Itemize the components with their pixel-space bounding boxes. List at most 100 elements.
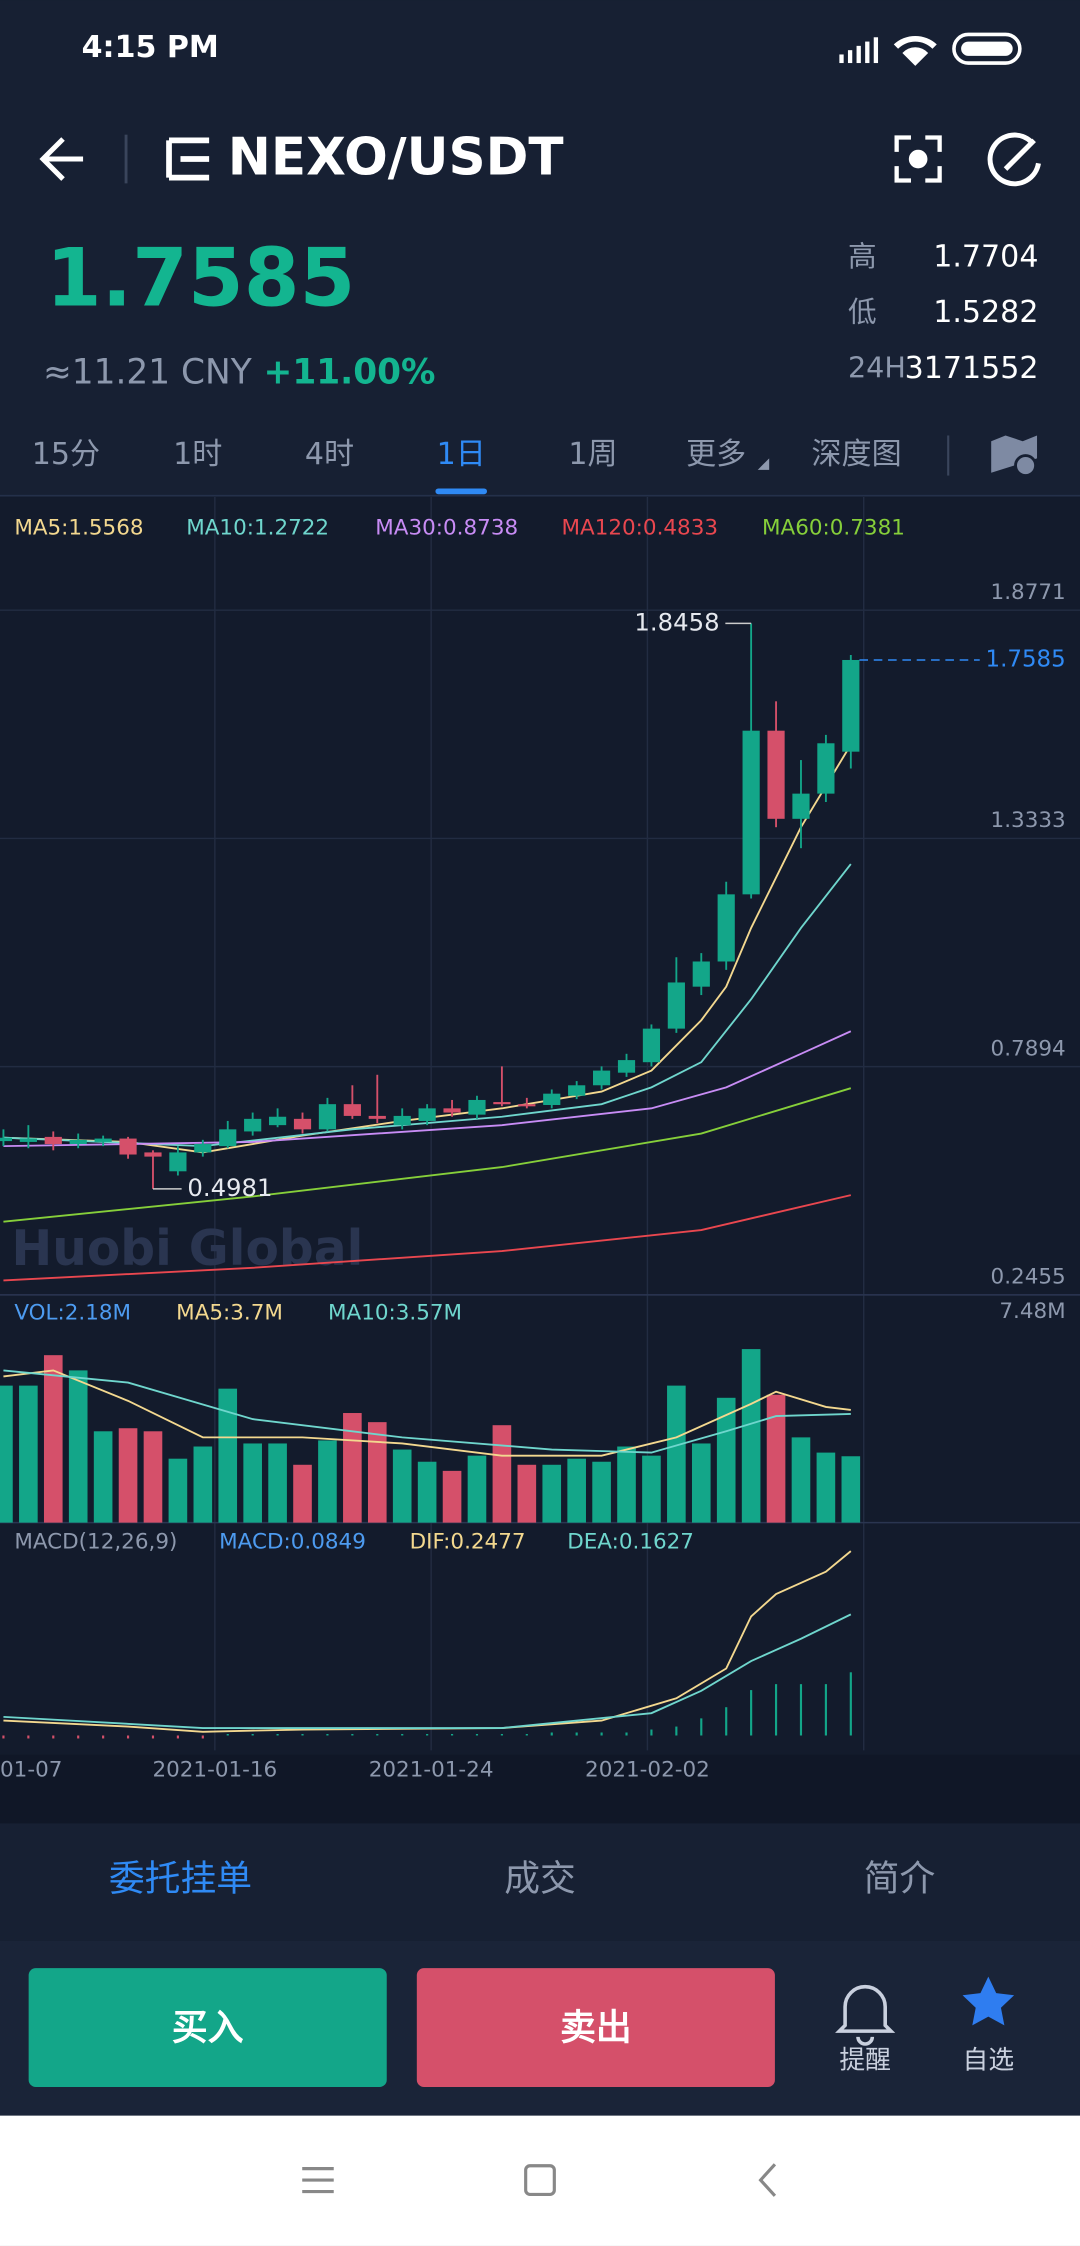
low-marker-label: 0.4981 bbox=[187, 1173, 272, 1202]
volume-bar bbox=[293, 1464, 312, 1523]
candle-body bbox=[617, 1060, 636, 1073]
high-marker-label: 1.8458 bbox=[634, 607, 719, 636]
interval-tab[interactable]: 1时 bbox=[173, 437, 222, 472]
volume-bar bbox=[517, 1464, 537, 1523]
favorite-icon[interactable] bbox=[962, 1976, 1015, 2026]
status-icons bbox=[839, 32, 1022, 66]
candle-body bbox=[94, 1138, 112, 1142]
volume-bar bbox=[0, 1385, 13, 1523]
legend-entry: MA10:1.2722 bbox=[186, 516, 329, 541]
candle-body bbox=[493, 1102, 511, 1105]
volume-bar bbox=[592, 1461, 611, 1523]
vol-value: 3171552 bbox=[905, 351, 1039, 386]
last-price-label: 1.7585 bbox=[986, 646, 1066, 672]
volume-bar bbox=[417, 1461, 437, 1523]
buy-button[interactable] bbox=[28, 1968, 387, 2087]
volume-ma-line bbox=[3, 1369, 851, 1457]
sell-button[interactable] bbox=[416, 1968, 775, 2087]
y-tick-label: 1.3333 bbox=[991, 808, 1066, 833]
candle-body bbox=[543, 1093, 561, 1106]
high-label: 高 bbox=[848, 239, 877, 273]
y-tick-label: 7.48M bbox=[999, 1299, 1065, 1324]
chart-bg bbox=[0, 497, 1080, 1755]
volume-bar bbox=[442, 1470, 462, 1523]
low-label: 低 bbox=[848, 295, 877, 329]
candle-body bbox=[767, 730, 785, 819]
candle-body bbox=[642, 1028, 661, 1063]
volume-bar bbox=[392, 1449, 412, 1523]
candle-body bbox=[742, 730, 760, 895]
legend-entry: MA5:3.7M bbox=[176, 1301, 283, 1326]
candle-body bbox=[293, 1118, 312, 1130]
candle-body bbox=[443, 1108, 461, 1113]
volume-bar bbox=[567, 1458, 586, 1523]
interval-tab[interactable]: 1日 bbox=[437, 437, 486, 472]
legend-entry: DEA:0.1627 bbox=[567, 1530, 694, 1555]
candle-body bbox=[667, 982, 685, 1029]
candle-body bbox=[169, 1152, 187, 1172]
ma-line bbox=[3, 1087, 852, 1223]
header-bg bbox=[0, 0, 1080, 498]
volume-bar bbox=[642, 1455, 661, 1523]
nav-bar bbox=[0, 2115, 1080, 2246]
menu-icon[interactable] bbox=[166, 137, 210, 181]
candle-body bbox=[842, 659, 860, 752]
tab-bar-bg bbox=[0, 1823, 1080, 1941]
share-icon[interactable] bbox=[987, 132, 1041, 187]
interval-tab[interactable]: 更多 bbox=[686, 437, 746, 472]
volume-bar bbox=[617, 1446, 636, 1523]
volume-bar bbox=[19, 1385, 38, 1523]
active-indicator bbox=[435, 488, 488, 495]
candle-body bbox=[144, 1152, 162, 1157]
candle-body bbox=[119, 1138, 137, 1155]
candle-body bbox=[0, 1137, 13, 1142]
candle-body bbox=[194, 1144, 212, 1153]
settings-icon[interactable] bbox=[991, 435, 1038, 478]
interval-tab[interactable]: 15分 bbox=[32, 437, 100, 472]
volume-bar bbox=[367, 1422, 387, 1523]
candle-body bbox=[393, 1115, 411, 1126]
kline-chart: 0.2455 0.7894 1.3333 1.8771 Huobi Global MA5:… bbox=[0, 497, 1080, 1782]
ma-line bbox=[3, 863, 852, 1148]
chart-footer bbox=[0, 1754, 1080, 1824]
nav-buttons[interactable] bbox=[302, 2163, 777, 2197]
legend-entry: MA60:0.7381 bbox=[762, 516, 905, 541]
candle-body bbox=[692, 961, 710, 987]
candle-body bbox=[19, 1138, 37, 1142]
back-button[interactable] bbox=[39, 137, 84, 181]
bottom-tabs: 委托挂单 成交 简介 bbox=[109, 1859, 935, 1900]
section-tab[interactable]: 委托挂单 bbox=[109, 1859, 252, 1900]
macd-title: MACD(12,26,9) bbox=[14, 1530, 177, 1555]
interval-tab[interactable]: 深度图 bbox=[811, 437, 901, 472]
candle-body bbox=[44, 1136, 62, 1145]
candle-body bbox=[244, 1118, 262, 1132]
candle-body bbox=[368, 1115, 386, 1119]
candle-body bbox=[268, 1116, 287, 1126]
volume-bar bbox=[667, 1385, 686, 1523]
legend-entry: MA5:1.5568 bbox=[14, 516, 143, 541]
volume-bar bbox=[542, 1464, 562, 1523]
screenshot-icon[interactable] bbox=[894, 135, 942, 183]
candle-body bbox=[518, 1104, 536, 1107]
volume-bar bbox=[492, 1425, 512, 1523]
volume-bar bbox=[43, 1355, 63, 1523]
vol-label: 24H bbox=[848, 351, 906, 385]
alert-icon[interactable] bbox=[835, 1985, 896, 2046]
interval-tab[interactable]: 1周 bbox=[568, 437, 617, 472]
y-tick-label: 1.8771 bbox=[991, 580, 1066, 605]
candle-body bbox=[717, 894, 735, 962]
alert-label: 提醒 bbox=[839, 2046, 891, 2076]
candle-body bbox=[318, 1104, 337, 1130]
candle-body bbox=[817, 743, 835, 794]
cny-price: ≈11.21 CNY bbox=[43, 352, 253, 392]
section-tab[interactable]: 简介 bbox=[864, 1859, 936, 1900]
x-tick-label: 2021-01-16 bbox=[152, 1757, 277, 1782]
y-tick-label: 0.7894 bbox=[991, 1036, 1066, 1061]
y-tick-label: 0.2455 bbox=[991, 1265, 1066, 1290]
legend-entry: MA10:3.57M bbox=[328, 1301, 462, 1326]
interval-tab[interactable]: 4时 bbox=[305, 437, 354, 472]
volume-bar bbox=[268, 1443, 287, 1523]
volume-bar bbox=[168, 1458, 188, 1523]
section-tab[interactable]: 成交 bbox=[504, 1859, 576, 1900]
